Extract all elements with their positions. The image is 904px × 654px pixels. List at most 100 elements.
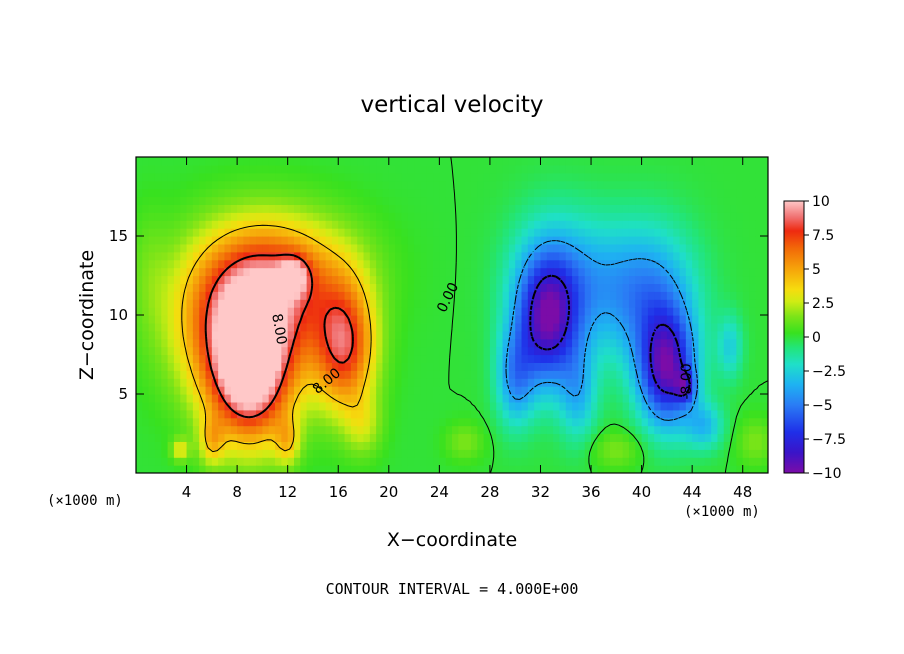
field-cell bbox=[192, 417, 200, 427]
field-cell bbox=[464, 449, 472, 458]
field-cell bbox=[628, 188, 636, 198]
field-cell bbox=[294, 465, 301, 473]
field-cell bbox=[167, 417, 175, 427]
field-cell bbox=[591, 362, 598, 371]
field-cell bbox=[287, 267, 295, 277]
field-cell bbox=[249, 275, 257, 284]
field-cell bbox=[508, 441, 516, 450]
field-cell bbox=[186, 180, 194, 190]
field-cell bbox=[350, 394, 358, 403]
field-cell bbox=[167, 457, 175, 466]
field-cell bbox=[603, 362, 611, 371]
field-cell bbox=[692, 449, 700, 458]
field-cell bbox=[148, 338, 156, 348]
field-cell bbox=[148, 196, 156, 205]
field-cell bbox=[470, 315, 478, 324]
field-cell bbox=[717, 433, 725, 442]
field-cell bbox=[597, 370, 605, 379]
field-cell bbox=[167, 338, 175, 348]
field-cell bbox=[275, 394, 282, 403]
field-cell bbox=[723, 307, 731, 316]
field-cell bbox=[654, 283, 662, 292]
field-cell bbox=[704, 157, 712, 166]
field-cell bbox=[489, 465, 497, 473]
field-cell bbox=[673, 394, 681, 403]
field-cell bbox=[508, 180, 516, 190]
field-cell bbox=[136, 338, 143, 348]
field-cell bbox=[489, 283, 497, 292]
field-cell bbox=[470, 259, 478, 269]
field-cell bbox=[470, 354, 478, 363]
field-cell bbox=[262, 378, 270, 387]
field-cell bbox=[584, 291, 592, 300]
x-tick-label: 16 bbox=[329, 483, 348, 501]
field-cell bbox=[331, 378, 339, 387]
field-cell bbox=[224, 180, 232, 190]
field-cell bbox=[319, 394, 327, 403]
field-cell bbox=[433, 204, 440, 213]
field-cell bbox=[237, 196, 245, 205]
field-cell bbox=[192, 267, 200, 277]
field-cell bbox=[464, 394, 472, 403]
field-cell bbox=[622, 236, 630, 245]
field-cell bbox=[458, 315, 466, 324]
field-cell bbox=[180, 267, 188, 277]
field-cell bbox=[742, 362, 750, 371]
field-cell bbox=[597, 346, 605, 356]
field-cell bbox=[148, 433, 156, 442]
field-cell bbox=[584, 378, 592, 387]
field-cell bbox=[723, 315, 731, 324]
field-cell bbox=[401, 180, 409, 190]
field-cell bbox=[546, 394, 554, 403]
field-cell bbox=[628, 433, 636, 442]
field-cell bbox=[723, 330, 731, 340]
field-cell bbox=[616, 433, 624, 442]
field-cell bbox=[357, 212, 365, 221]
field-cell bbox=[477, 425, 485, 435]
field-cell bbox=[344, 362, 352, 371]
field-cell bbox=[407, 291, 415, 300]
field-cell bbox=[192, 378, 200, 387]
field-cell bbox=[363, 228, 371, 237]
field-cell bbox=[136, 228, 143, 237]
field-cell bbox=[312, 283, 320, 292]
field-cell bbox=[546, 204, 554, 213]
field-cell bbox=[641, 267, 649, 277]
field-cell bbox=[546, 370, 554, 379]
field-cell bbox=[622, 433, 630, 442]
field-cell bbox=[546, 267, 554, 277]
field-cell bbox=[603, 228, 611, 237]
field-cell bbox=[647, 157, 655, 166]
field-cell bbox=[730, 220, 737, 229]
field-cell bbox=[660, 322, 668, 332]
field-cell bbox=[711, 307, 719, 316]
field-cell bbox=[205, 164, 213, 174]
field-cell bbox=[546, 386, 554, 395]
field-cell bbox=[470, 196, 478, 205]
field-cell bbox=[237, 259, 245, 269]
field-cell bbox=[685, 172, 693, 182]
field-cell bbox=[199, 401, 207, 411]
field-cell bbox=[382, 220, 390, 229]
field-cell bbox=[388, 307, 396, 316]
field-cell bbox=[521, 425, 529, 435]
field-cell bbox=[249, 322, 257, 332]
field-cell bbox=[243, 220, 251, 229]
field-cell bbox=[249, 457, 257, 466]
field-cell bbox=[666, 386, 674, 395]
field-cell bbox=[666, 354, 674, 363]
field-cell bbox=[717, 220, 725, 229]
field-cell bbox=[369, 220, 377, 229]
field-cell bbox=[749, 212, 756, 221]
field-cell bbox=[717, 283, 725, 292]
field-cell bbox=[679, 346, 687, 356]
field-cell bbox=[161, 220, 169, 229]
field-cell bbox=[673, 425, 681, 435]
field-cell bbox=[186, 433, 194, 442]
field-cell bbox=[736, 243, 744, 253]
field-cell bbox=[230, 354, 238, 363]
field-cell bbox=[180, 409, 188, 419]
field-cell bbox=[742, 449, 750, 458]
field-cell bbox=[730, 291, 737, 300]
